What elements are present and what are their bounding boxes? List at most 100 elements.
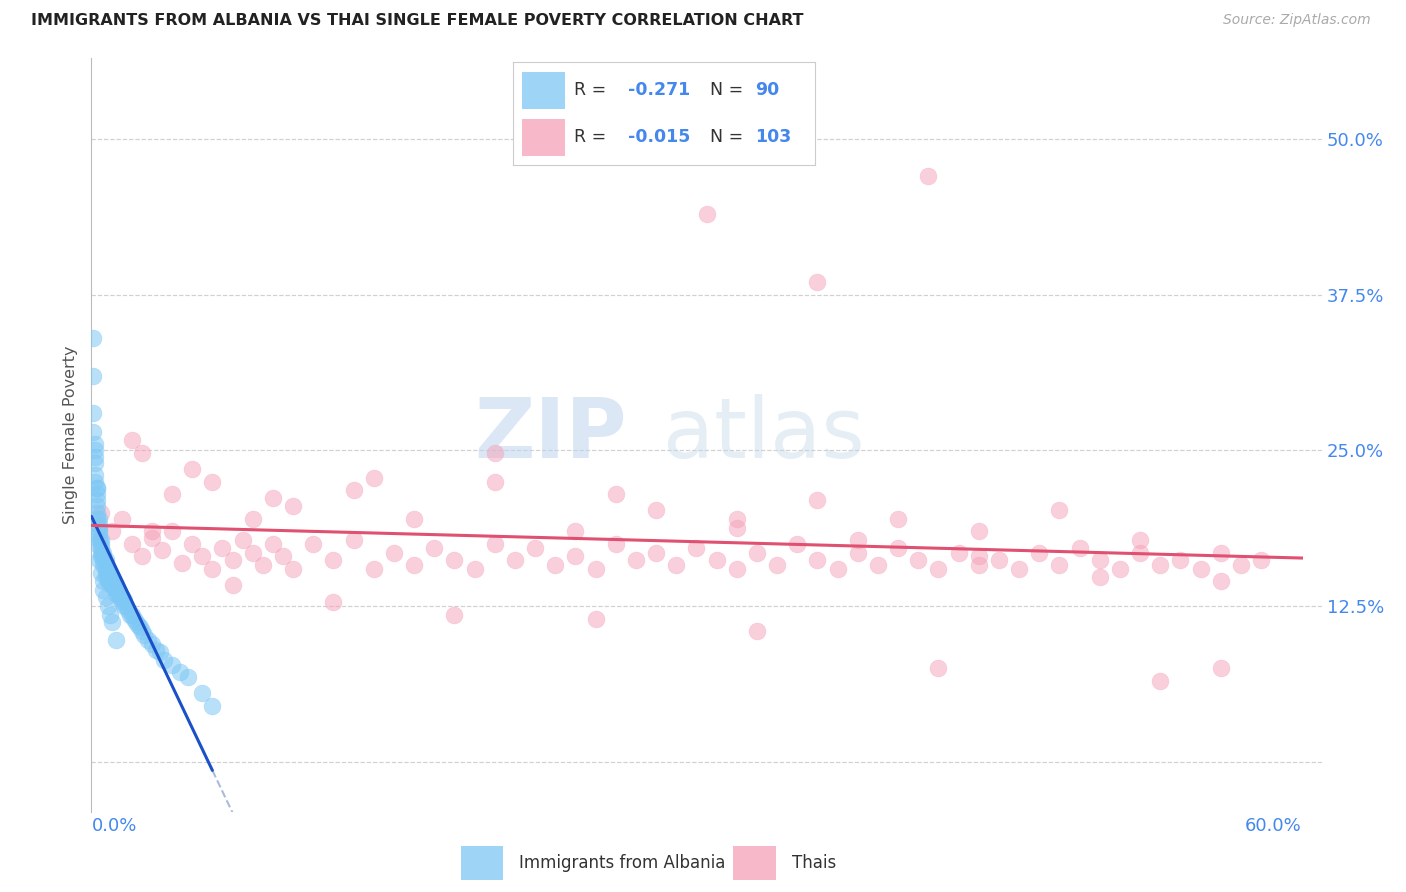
Point	[1209, 661, 1232, 675]
Text: atlas: atlas	[664, 394, 865, 475]
Text: Immigrants from Albania: Immigrants from Albania	[519, 854, 725, 872]
Text: R =: R =	[574, 128, 606, 146]
Point	[706, 553, 728, 567]
Point	[96, 599, 118, 614]
Point	[89, 553, 111, 567]
Point	[907, 553, 929, 567]
Point	[89, 533, 111, 548]
Point	[89, 528, 111, 542]
Point	[322, 595, 344, 609]
Point	[153, 653, 176, 667]
Point	[1129, 545, 1152, 559]
Point	[363, 562, 385, 576]
Point	[281, 562, 304, 576]
Point	[342, 533, 364, 548]
Point	[96, 574, 118, 589]
Point	[86, 512, 108, 526]
Point	[84, 468, 107, 483]
Point	[846, 533, 869, 548]
Point	[564, 524, 586, 539]
Point	[262, 537, 284, 551]
Point	[443, 553, 465, 567]
Point	[128, 620, 150, 634]
Point	[104, 582, 127, 597]
Point	[94, 553, 117, 567]
Point	[89, 512, 111, 526]
Point	[100, 524, 122, 539]
Point	[503, 553, 526, 567]
Point	[121, 607, 143, 622]
Point	[131, 624, 153, 638]
Point	[107, 587, 129, 601]
Point	[94, 566, 117, 580]
Point	[404, 512, 426, 526]
Point	[211, 541, 233, 555]
Point	[84, 437, 107, 451]
Point	[201, 475, 224, 489]
Point	[98, 572, 121, 586]
Point	[86, 493, 108, 508]
Point	[725, 562, 748, 576]
Point	[1149, 673, 1171, 688]
Point	[90, 506, 112, 520]
Point	[363, 471, 385, 485]
Point	[84, 456, 107, 470]
Point	[585, 612, 607, 626]
Point	[160, 487, 183, 501]
Point	[112, 599, 135, 614]
Point	[887, 512, 910, 526]
Point	[806, 553, 828, 567]
Point	[100, 578, 122, 592]
Point	[302, 537, 325, 551]
Point	[131, 446, 153, 460]
Point	[111, 595, 134, 609]
Point	[94, 558, 117, 572]
Point	[484, 475, 506, 489]
Point	[121, 434, 143, 448]
Point	[141, 531, 163, 545]
Bar	[461, 846, 503, 880]
Point	[866, 558, 889, 572]
Point	[271, 549, 294, 564]
Point	[82, 406, 104, 420]
Point	[104, 587, 127, 601]
Point	[1250, 553, 1272, 567]
Point	[242, 512, 264, 526]
Point	[145, 642, 167, 657]
Y-axis label: Single Female Poverty: Single Female Poverty	[63, 345, 79, 524]
Point	[111, 512, 134, 526]
Point	[484, 537, 506, 551]
Point	[84, 450, 107, 464]
Point	[107, 582, 129, 597]
Text: N =: N =	[710, 81, 742, 99]
Point	[464, 562, 486, 576]
Point	[645, 545, 668, 559]
Point	[90, 549, 112, 564]
Point	[685, 541, 707, 555]
Point	[342, 483, 364, 498]
Text: 103: 103	[755, 128, 792, 146]
Point	[1049, 558, 1071, 572]
Point	[86, 481, 108, 495]
Point	[181, 462, 204, 476]
Point	[114, 599, 136, 614]
Point	[141, 636, 163, 650]
Point	[191, 686, 214, 700]
Text: -0.015: -0.015	[628, 128, 690, 146]
Point	[93, 582, 115, 597]
Point	[125, 615, 148, 630]
Point	[103, 581, 125, 595]
Point	[1109, 562, 1132, 576]
Point	[1088, 553, 1111, 567]
Point	[382, 545, 405, 559]
Point	[725, 512, 748, 526]
Point	[103, 574, 125, 589]
Point	[887, 541, 910, 555]
Point	[141, 524, 163, 539]
Point	[766, 558, 789, 572]
Point	[121, 537, 143, 551]
Point	[136, 632, 159, 647]
Point	[605, 487, 627, 501]
Point	[695, 207, 717, 221]
Point	[90, 541, 112, 555]
